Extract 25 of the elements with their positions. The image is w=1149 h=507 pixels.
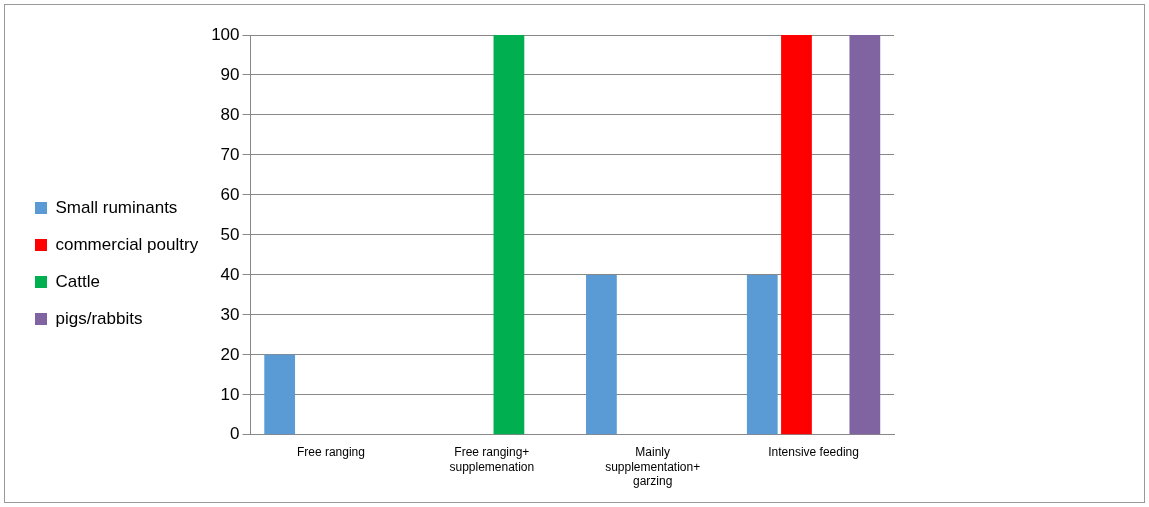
- y-tick-label: 90: [220, 64, 240, 84]
- x-tick-label: Free ranging: [296, 445, 365, 460]
- y-tick-label: 20: [220, 344, 240, 364]
- y-tick-label: 50: [220, 224, 240, 244]
- x-tick-label: Intensive feeding: [768, 445, 859, 460]
- bar: [746, 274, 778, 435]
- legend-label: pigs/rabbits: [55, 308, 143, 328]
- y-tick-label: 60: [220, 184, 240, 204]
- bar: [781, 35, 812, 435]
- bar: [493, 35, 525, 435]
- x-tick-label: Free ranging+ supplemenation: [449, 445, 535, 474]
- y-tick-label: 80: [220, 104, 240, 124]
- bar: [264, 354, 296, 435]
- y-tick-label: 30: [220, 304, 240, 324]
- bar: [586, 274, 617, 435]
- y-tick-label: 0: [230, 424, 240, 444]
- y-tick-label: 40: [220, 264, 240, 284]
- y-tick-label: 100: [211, 24, 240, 44]
- y-tick-label: 70: [220, 144, 240, 164]
- legend-label: Small ruminants: [55, 197, 178, 217]
- x-tick-label: Mainly supplementation+ garzing: [605, 445, 701, 489]
- bar: [849, 35, 881, 435]
- legend-label: commercial poultry: [55, 234, 199, 254]
- legend-label: Cattle: [55, 271, 100, 291]
- y-tick-label: 10: [220, 384, 240, 404]
